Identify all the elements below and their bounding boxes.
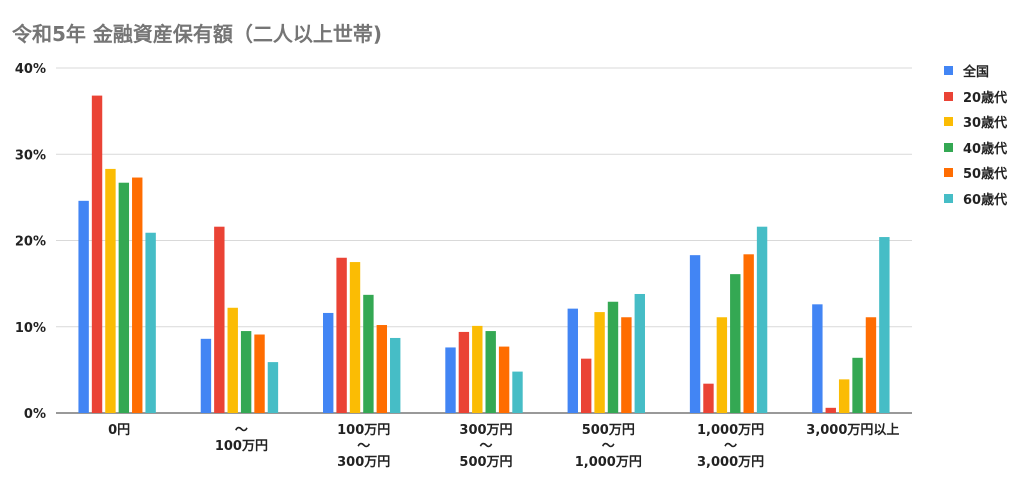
x-tick-label: 1,000万円 — [697, 423, 764, 438]
legend-item: 50歳代 — [944, 160, 1007, 186]
y-tick-label: 20% — [15, 235, 46, 250]
bar — [756, 226, 768, 413]
bar — [743, 254, 754, 413]
legend-label: 50歳代 — [963, 167, 1008, 183]
bar — [105, 168, 116, 413]
legend-label: 20歳代 — [963, 90, 1008, 106]
legend-item: 30歳代 — [944, 109, 1007, 135]
legend-swatch — [944, 66, 953, 76]
x-tick-label: 1,000万円 — [575, 455, 642, 470]
bar — [240, 331, 252, 413]
bar — [567, 308, 578, 413]
bar — [838, 379, 850, 413]
bar — [607, 301, 619, 413]
x-tick-label: 100万円 — [215, 439, 268, 454]
x-tick-label: 100万円 — [337, 423, 390, 438]
bar — [145, 232, 156, 413]
bar — [485, 331, 496, 413]
bar — [689, 255, 701, 413]
y-tick-label: 0% — [24, 407, 46, 422]
legend-label: 40歳代 — [963, 141, 1008, 157]
x-tick-label: 〜 — [724, 439, 737, 454]
bar — [498, 346, 510, 413]
bar — [865, 317, 877, 413]
bar — [879, 237, 890, 413]
x-tick-label: 500万円 — [582, 423, 635, 438]
bar — [458, 331, 470, 413]
x-tick-label: 3,000万円 — [697, 455, 764, 470]
bar — [214, 226, 225, 413]
bar — [730, 274, 741, 413]
bar — [512, 371, 523, 413]
bar — [812, 304, 823, 413]
legend-label: 全国 — [963, 65, 990, 81]
legend-swatch — [944, 168, 953, 178]
legend-label: 60歳代 — [963, 192, 1008, 208]
y-tick-label: 40% — [15, 62, 46, 77]
bar — [78, 200, 89, 413]
bar — [254, 334, 265, 413]
bar — [621, 317, 632, 413]
bar — [227, 307, 238, 413]
x-tick-label: 〜 — [235, 423, 248, 438]
bar — [132, 177, 143, 413]
chart-legend: 全国 20歳代 30歳代 40歳代 50歳代 60歳代 — [944, 58, 1007, 211]
bar — [336, 257, 347, 413]
bar — [390, 337, 401, 413]
x-tick-label: 〜 — [479, 439, 492, 454]
legend-item: 60歳代 — [944, 186, 1007, 212]
bar — [703, 383, 714, 413]
x-tick-label: 〜 — [357, 439, 370, 454]
bar — [716, 317, 728, 413]
legend-swatch — [944, 117, 953, 127]
legend-swatch — [944, 91, 953, 101]
bar — [323, 312, 334, 413]
bar — [580, 358, 592, 413]
bar — [91, 95, 103, 413]
legend-swatch — [944, 193, 953, 203]
bar — [200, 338, 212, 413]
bar — [118, 182, 130, 413]
bar — [472, 325, 483, 413]
legend-swatch — [944, 142, 953, 152]
y-tick-label: 30% — [15, 148, 46, 163]
chart-title: 令和5年 金融資産保有額（二人以上世帯) — [12, 22, 383, 46]
legend-item: 全国 — [944, 58, 1007, 84]
legend-item: 40歳代 — [944, 135, 1007, 161]
bar — [594, 312, 605, 413]
x-tick-label: 〜 — [602, 439, 615, 454]
bar — [852, 357, 863, 413]
x-tick-label: 300万円 — [337, 455, 390, 470]
legend-item: 20歳代 — [944, 84, 1007, 110]
x-tick-label: 300万円 — [459, 423, 512, 438]
bar — [825, 407, 836, 413]
bar — [349, 262, 361, 413]
legend-label: 30歳代 — [963, 116, 1008, 132]
bar — [634, 293, 645, 413]
bar — [267, 362, 279, 413]
y-tick-label: 10% — [15, 321, 46, 336]
x-tick-label: 500万円 — [459, 455, 512, 470]
bar — [445, 347, 456, 413]
x-tick-label: 3,000万円以上 — [806, 423, 899, 438]
bar — [363, 294, 374, 413]
bar — [376, 325, 388, 413]
x-tick-label: 0円 — [108, 423, 130, 438]
